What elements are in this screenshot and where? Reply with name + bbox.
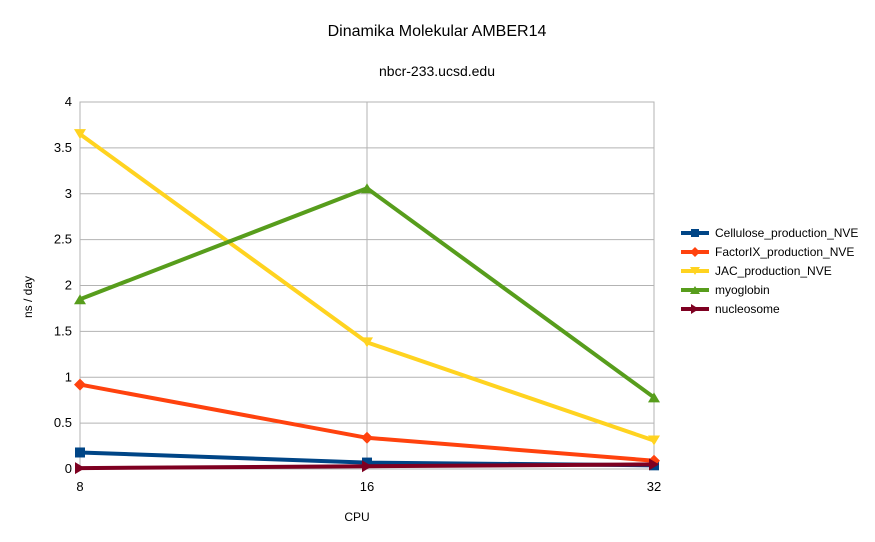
x-tick-label: 16 [360, 479, 374, 494]
data-point-marker [362, 460, 372, 473]
data-point-marker [75, 447, 85, 458]
y-tick-label: 3 [65, 186, 72, 201]
legend-item: JAC_production_NVE [681, 264, 832, 278]
x-axis-ticks: 8 16 32 [76, 479, 661, 494]
series-myoglobin [74, 183, 660, 403]
series-JAC_production_NVE [74, 129, 660, 446]
data-point-marker [361, 431, 373, 444]
legend-label: nucleosome [715, 302, 780, 316]
legend: Cellulose_production_NVE FactorIX_product… [681, 226, 858, 316]
data-point-marker [361, 183, 373, 194]
data-point-marker [74, 378, 86, 391]
series-group [74, 129, 660, 475]
y-tick-label: 2.5 [54, 232, 72, 247]
data-point-marker [690, 267, 700, 275]
data-point-marker [362, 457, 372, 468]
legend-item: nucleosome [681, 302, 780, 316]
data-point-marker [75, 462, 85, 475]
series-nucleosome [75, 458, 659, 475]
y-tick-label: 2 [65, 278, 72, 293]
x-tick-label: 32 [647, 479, 661, 494]
x-axis-label: CPU [344, 510, 369, 524]
y-tick-label: 1.5 [54, 323, 72, 338]
y-tick-label: 3.5 [54, 140, 72, 155]
chart-subtitle: nbcr-233.ucsd.edu [379, 63, 495, 79]
y-tick-label: 1 [65, 369, 72, 384]
data-point-marker [690, 247, 700, 257]
y-tick-label: 4 [65, 94, 72, 109]
grid-lines [79, 101, 655, 470]
data-point-marker [649, 458, 659, 471]
legend-item: myoglobin [681, 283, 770, 297]
data-point-marker [691, 304, 699, 314]
y-axis-label: ns / day [21, 276, 35, 318]
chart-title: Dinamika Molekular AMBER14 [328, 23, 547, 40]
x-tick-label: 8 [76, 479, 83, 494]
data-point-marker [648, 435, 660, 446]
data-point-marker [74, 129, 86, 140]
y-tick-label: 0 [65, 461, 72, 476]
legend-label: Cellulose_production_NVE [715, 226, 858, 240]
data-point-marker [74, 294, 86, 305]
data-point-marker [361, 337, 373, 348]
data-point-marker [691, 229, 699, 237]
legend-label: JAC_production_NVE [715, 264, 832, 278]
legend-item: Cellulose_production_NVE [681, 226, 858, 240]
legend-item: FactorIX_production_NVE [681, 245, 854, 259]
y-tick-label: 0.5 [54, 415, 72, 430]
legend-label: myoglobin [715, 283, 770, 297]
data-point-marker [648, 392, 660, 403]
legend-label: FactorIX_production_NVE [715, 245, 854, 259]
data-point-marker [690, 286, 700, 294]
y-axis-ticks: 0 0.5 1 1.5 2 2.5 3 3.5 4 [54, 94, 72, 476]
